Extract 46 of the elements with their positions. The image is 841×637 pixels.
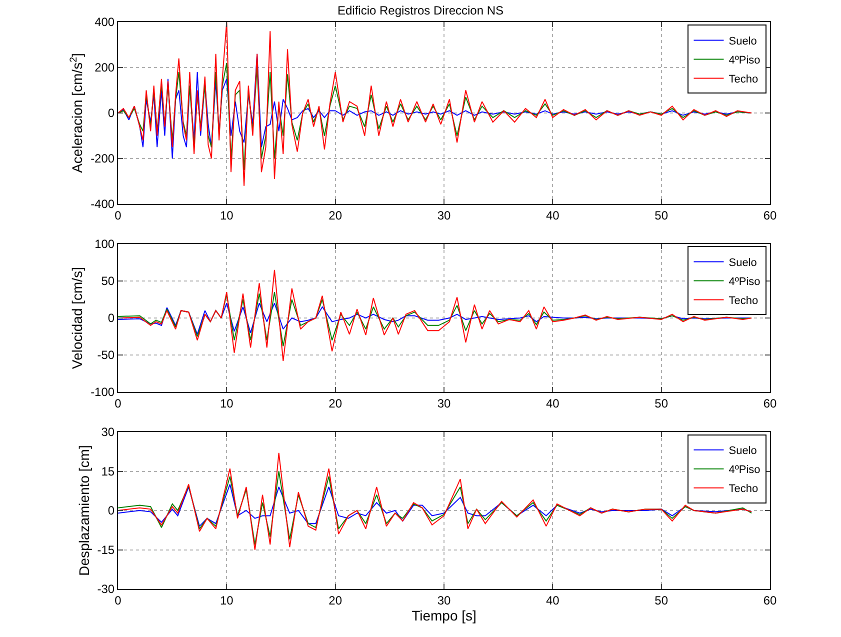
y-tick-label: -400 — [90, 197, 115, 212]
x-tick-label: 50 — [654, 396, 668, 410]
legend-label: Techo — [728, 74, 758, 86]
legend-label: 4ºPiso — [728, 276, 760, 288]
legend-label: Techo — [728, 483, 758, 496]
x-tick-label: 10 — [220, 593, 234, 608]
x-tick-label: 30 — [437, 396, 451, 410]
x-tick-label: 50 — [654, 208, 668, 222]
y-tick-label: -100 — [90, 385, 115, 400]
y-tick-label: -50 — [97, 348, 115, 362]
y-tick-label: 200 — [94, 60, 115, 75]
x-tick-label: 40 — [546, 208, 560, 222]
y-tick-label: 400 — [94, 15, 115, 30]
y-tick-label: 100 — [94, 237, 115, 252]
y-tick-label: 30 — [101, 425, 115, 440]
x-tick-label: 30 — [437, 208, 451, 222]
x-tick-label: 40 — [546, 593, 560, 608]
x-tick-label: 30 — [437, 593, 451, 608]
x-tick-label: 10 — [220, 208, 234, 222]
x-axis-title: Tiempo [s] — [412, 607, 476, 624]
x-tick-label: 10 — [220, 396, 234, 410]
x-tick-label: 60 — [763, 593, 777, 608]
x-tick-label: 50 — [654, 593, 668, 608]
y-axis-title: Velocidad [cm/s] — [69, 267, 86, 369]
y-tick-label: 0 — [108, 311, 115, 326]
x-tick-label: 20 — [328, 208, 342, 222]
legend-label: Suelo — [728, 36, 757, 48]
x-tick-label: 60 — [763, 396, 777, 410]
legend-label: Suelo — [728, 257, 757, 270]
x-tick-label: 20 — [328, 396, 342, 410]
y-tick-label: 0 — [108, 106, 115, 120]
legend-label: Suelo — [728, 445, 757, 458]
x-tick-label: 40 — [546, 396, 560, 410]
x-tick-label: 20 — [328, 593, 342, 608]
y-tick-label: 15 — [101, 464, 115, 478]
chart-title: Edificio Registros Direccion NS — [337, 3, 504, 18]
y-axis-title: Desplazamiento [cm] — [76, 445, 92, 576]
legend-label: Techo — [728, 295, 758, 308]
legend-label: 4ºPiso — [728, 54, 760, 67]
y-tick-label: -15 — [97, 542, 115, 557]
y-tick-label: -30 — [97, 582, 115, 596]
y-tick-label: -200 — [90, 152, 115, 166]
x-tick-label: 60 — [763, 208, 777, 222]
y-tick-label: 0 — [108, 504, 115, 518]
y-tick-label: 50 — [101, 274, 115, 288]
legend-label: 4ºPiso — [728, 464, 760, 476]
